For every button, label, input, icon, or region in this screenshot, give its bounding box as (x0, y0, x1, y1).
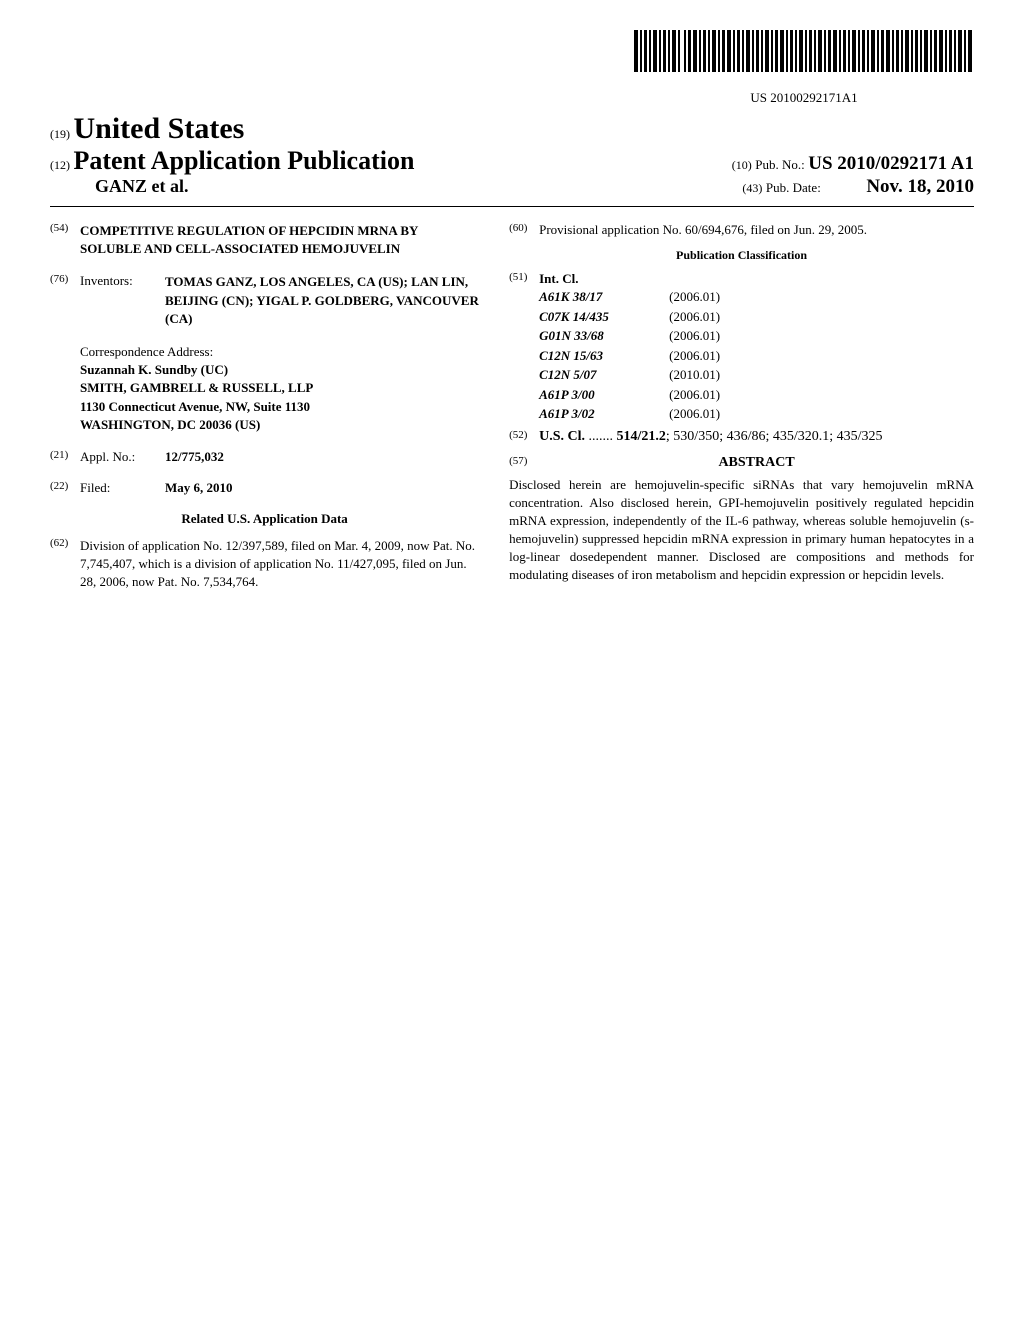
correspondence: Correspondence Address: Suzannah K. Sund… (80, 343, 479, 434)
pub-no-wrap: (10) Pub. No.: US 2010/0292171 A1 (732, 153, 974, 175)
correspondence-line2: SMITH, GAMBRELL & RUSSELL, LLP (80, 379, 479, 397)
correspondence-label: Correspondence Address: (80, 343, 479, 361)
int-cl-rows: A61K 38/17(2006.01)C07K 14/435(2006.01)G… (539, 287, 974, 424)
inventors-num: (76) (50, 273, 80, 285)
pub-type: Patent Application Publication (74, 146, 415, 175)
abstract-num: (57) (509, 455, 539, 467)
correspondence-line4: WASHINGTON, DC 20036 (US) (80, 416, 479, 434)
int-cl-row: G01N 33/68(2006.01) (539, 326, 974, 346)
us-cl-field: (52) U.S. Cl. ....... 514/21.2; 530/350;… (509, 429, 974, 445)
title-text: COMPETITIVE REGULATION OF HEPCIDIN MRNA … (80, 222, 479, 258)
authors-row: GANZ et al. (43) Pub. Date: Nov. 18, 201… (50, 176, 974, 198)
related-num: (62) (50, 537, 80, 549)
pub-date-value: Nov. 18, 2010 (866, 176, 974, 197)
authors: GANZ et al. (50, 176, 189, 197)
int-cl-code: G01N 33/68 (539, 326, 669, 346)
related-heading: Related U.S. Application Data (50, 511, 479, 527)
inventors-field: (76) Inventors: TOMAS GANZ, LOS ANGELES,… (50, 273, 479, 328)
int-cl-year: (2010.01) (669, 365, 974, 385)
barcode-section: US 20100292171A1 (50, 30, 974, 107)
inventors-text: TOMAS GANZ, LOS ANGELES, CA (US); LAN LI… (165, 273, 479, 328)
int-cl-row: A61K 38/17(2006.01) (539, 287, 974, 307)
filed-value: May 6, 2010 (165, 480, 479, 496)
barcode-lines (634, 30, 974, 88)
us-cl-bold: 514/21.2 (617, 429, 666, 444)
appl-no-num: (21) (50, 449, 80, 461)
barcode-svg (634, 30, 974, 72)
int-cl-code: C07K 14/435 (539, 307, 669, 327)
int-cl-row: A61P 3/00(2006.01) (539, 385, 974, 405)
int-cl-row: A61P 3/02(2006.01) (539, 404, 974, 424)
int-cl-year: (2006.01) (669, 346, 974, 366)
content: (54) COMPETITIVE REGULATION OF HEPCIDIN … (50, 222, 974, 606)
int-cl-label: Int. Cl. (539, 271, 974, 287)
abstract-text: Disclosed herein are hemojuvelin-specifi… (509, 476, 974, 585)
int-cl-code: A61K 38/17 (539, 287, 669, 307)
title-num: (54) (50, 222, 80, 234)
filed-num: (22) (50, 480, 80, 492)
int-cl-code: A61P 3/02 (539, 404, 669, 424)
country-title: United States (74, 112, 245, 145)
related-text: Division of application No. 12/397,589, … (80, 537, 479, 592)
country-row: (19) United States (50, 112, 974, 146)
us-cl-content: U.S. Cl. ....... 514/21.2; 530/350; 436/… (539, 429, 974, 445)
prefix-19: (19) (50, 127, 70, 141)
prefix-12: (12) (50, 158, 70, 172)
int-cl-field: (51) Int. Cl. A61K 38/17(2006.01)C07K 14… (509, 271, 974, 424)
divider (50, 206, 974, 207)
filed-label: Filed: (80, 480, 165, 496)
filed-field: (22) Filed: May 6, 2010 (50, 480, 479, 496)
int-cl-year: (2006.01) (669, 326, 974, 346)
int-cl-code: A61P 3/00 (539, 385, 669, 405)
pub-date-label: Pub. Date: (766, 180, 821, 195)
appl-no-value: 12/775,032 (165, 449, 479, 465)
pub-no-value: US 2010/0292171 A1 (808, 153, 974, 174)
right-column: (60) Provisional application No. 60/694,… (509, 222, 974, 606)
int-cl-code: C12N 5/07 (539, 365, 669, 385)
provisional-text: Provisional application No. 60/694,676, … (539, 222, 974, 238)
int-cl-year: (2006.01) (669, 287, 974, 307)
pub-date-wrap: (43) Pub. Date: Nov. 18, 2010 (742, 176, 974, 198)
prefix-43: (43) (742, 181, 762, 195)
appl-no-label: Appl. No.: (80, 449, 165, 465)
pub-title-row: (12) Patent Application Publication (10)… (50, 146, 974, 176)
provisional-num: (60) (509, 222, 539, 234)
correspondence-line3: 1130 Connecticut Avenue, NW, Suite 1130 (80, 398, 479, 416)
int-cl-content: Int. Cl. A61K 38/17(2006.01)C07K 14/435(… (539, 271, 974, 424)
provisional-field: (60) Provisional application No. 60/694,… (509, 222, 974, 238)
int-cl-code: C12N 15/63 (539, 346, 669, 366)
barcode: US 20100292171A1 (634, 30, 974, 106)
int-cl-row: C12N 5/07(2010.01) (539, 365, 974, 385)
int-cl-year: (2006.01) (669, 385, 974, 405)
int-cl-year: (2006.01) (669, 404, 974, 424)
us-cl-num: (52) (509, 429, 539, 441)
inventors-label: Inventors: (80, 273, 165, 289)
abstract-heading: ABSTRACT (539, 455, 974, 471)
correspondence-line1: Suzannah K. Sundby (UC) (80, 361, 479, 379)
int-cl-row: C07K 14/435(2006.01) (539, 307, 974, 327)
header-section: (19) United States (12) Patent Applicati… (50, 112, 974, 198)
prefix-10: (10) (732, 158, 752, 172)
int-cl-num: (51) (509, 271, 539, 283)
int-cl-year: (2006.01) (669, 307, 974, 327)
pub-class-heading: Publication Classification (509, 248, 974, 263)
pub-type-wrap: (12) Patent Application Publication (50, 146, 414, 176)
title-field: (54) COMPETITIVE REGULATION OF HEPCIDIN … (50, 222, 479, 258)
barcode-text: US 20100292171A1 (634, 90, 974, 106)
us-cl-label: U.S. Cl. (539, 429, 585, 444)
int-cl-row: C12N 15/63(2006.01) (539, 346, 974, 366)
pub-no-label: Pub. No.: (755, 157, 804, 172)
appl-no-field: (21) Appl. No.: 12/775,032 (50, 449, 479, 465)
related-field: (62) Division of application No. 12/397,… (50, 537, 479, 592)
us-cl-dots: ....... (589, 429, 617, 444)
abstract-heading-row: (57) ABSTRACT (509, 455, 974, 471)
us-cl-value: 514/21.2; 530/350; 436/86; 435/320.1; 43… (617, 429, 883, 444)
left-column: (54) COMPETITIVE REGULATION OF HEPCIDIN … (50, 222, 479, 606)
